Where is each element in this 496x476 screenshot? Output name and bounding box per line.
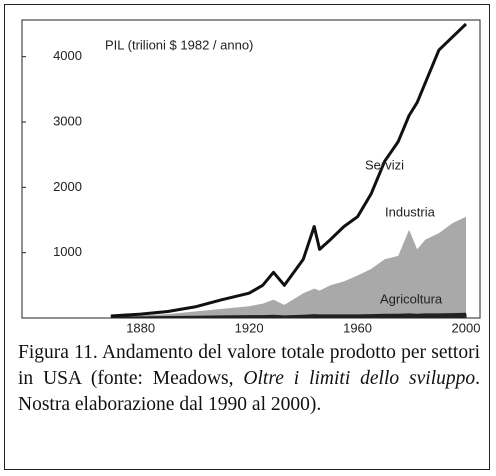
y-tick-label: 1000 bbox=[53, 244, 82, 259]
area bbox=[110, 216, 467, 318]
series-label: Industria bbox=[385, 204, 436, 219]
series-label: Servizi bbox=[365, 157, 404, 172]
x-tick-label: 1960 bbox=[343, 320, 372, 335]
caption-text: . Nostra elaborazione dal 1990 al 2000). bbox=[18, 368, 480, 415]
x-tick-label: 1880 bbox=[126, 320, 155, 335]
y-tick-label: 3000 bbox=[53, 113, 82, 128]
caption-text: Figura 11. Andamento del valore totale p… bbox=[18, 342, 480, 389]
line bbox=[110, 22, 468, 318]
figure-border bbox=[4, 4, 490, 470]
y-tick-label: 4000 bbox=[53, 48, 82, 63]
caption-italic: Oltre i limiti dello sviluppo bbox=[243, 368, 476, 389]
chart: PIL (trilioni $ 1982 / anno) 1000 2000 300… bbox=[21, 19, 481, 335]
x-tick-label: 2000 bbox=[452, 320, 481, 335]
y-tick-label: 2000 bbox=[53, 179, 82, 194]
x-tick-label: 1920 bbox=[235, 320, 264, 335]
area bbox=[110, 312, 467, 318]
caption: Figura 11. Andamento del valore totale p… bbox=[18, 340, 480, 418]
series-label: Agricoltura bbox=[380, 291, 443, 306]
axis-title: PIL (trilioni $ 1982 / anno) bbox=[105, 37, 253, 52]
